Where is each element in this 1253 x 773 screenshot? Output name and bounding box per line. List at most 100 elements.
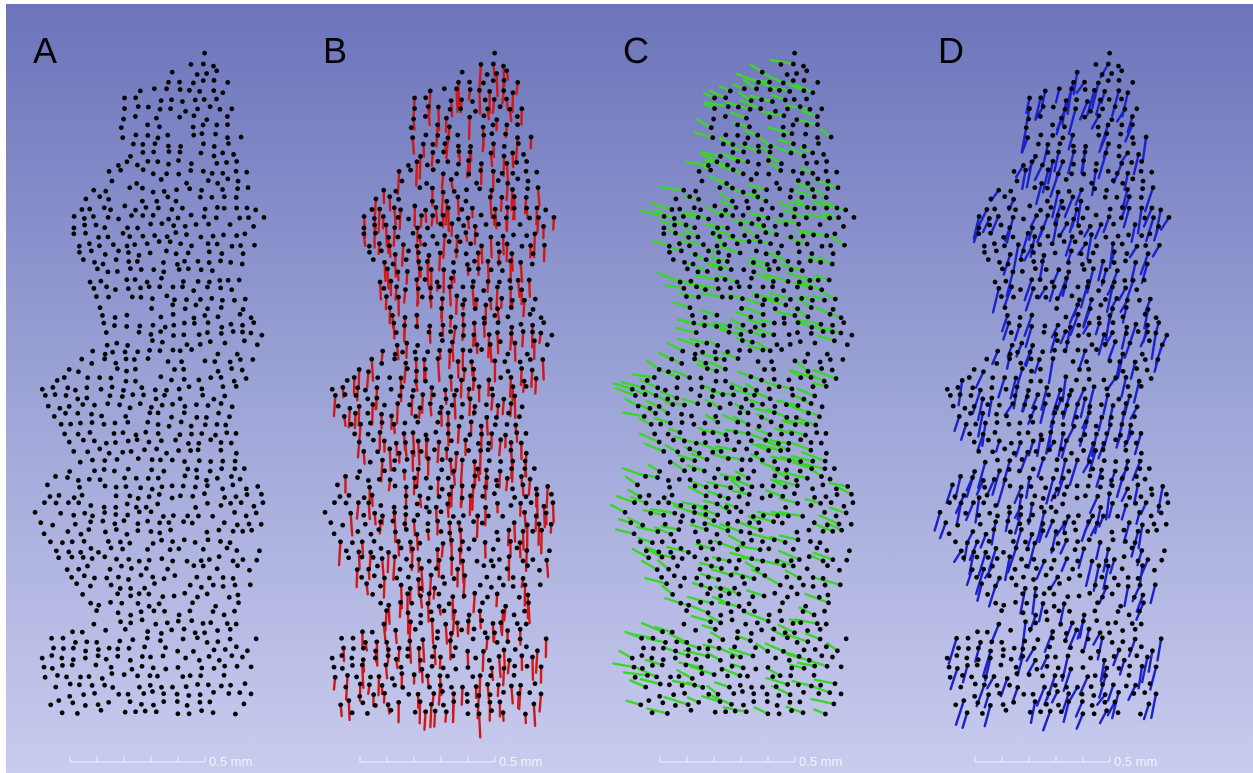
vector xyxy=(479,714,480,738)
vector xyxy=(427,261,428,285)
point xyxy=(709,564,714,569)
point xyxy=(767,267,772,272)
point xyxy=(476,441,481,446)
point xyxy=(692,554,697,559)
point xyxy=(455,133,460,138)
point xyxy=(779,62,784,67)
point xyxy=(1070,567,1075,572)
vector xyxy=(424,712,425,730)
point xyxy=(1113,469,1118,474)
point xyxy=(259,522,264,527)
point xyxy=(459,415,464,420)
point xyxy=(524,644,529,649)
point xyxy=(339,653,344,658)
point xyxy=(732,644,737,649)
point xyxy=(1063,458,1068,463)
point xyxy=(1054,529,1059,534)
point xyxy=(697,451,702,456)
point xyxy=(370,630,375,635)
point xyxy=(997,439,1002,444)
point xyxy=(181,332,186,337)
point xyxy=(479,243,484,248)
point xyxy=(1008,484,1013,489)
point xyxy=(1054,332,1059,337)
point xyxy=(397,169,402,174)
point xyxy=(1043,401,1048,406)
point xyxy=(191,81,196,86)
point xyxy=(491,141,496,146)
point xyxy=(528,312,533,317)
point xyxy=(817,414,822,419)
point xyxy=(125,513,130,518)
point xyxy=(218,259,223,264)
point xyxy=(764,251,769,256)
point xyxy=(646,555,651,560)
point xyxy=(842,504,847,509)
point xyxy=(715,159,720,164)
point xyxy=(831,251,836,256)
point xyxy=(208,459,213,464)
point xyxy=(526,593,531,598)
point xyxy=(97,446,102,451)
point xyxy=(156,410,161,415)
point xyxy=(182,410,187,415)
point xyxy=(821,576,826,581)
point xyxy=(183,109,188,114)
point xyxy=(512,495,517,500)
point xyxy=(1139,159,1144,164)
point xyxy=(377,207,382,212)
point xyxy=(139,295,144,300)
point xyxy=(741,150,746,155)
point xyxy=(71,646,76,651)
point xyxy=(958,474,963,479)
point xyxy=(999,608,1004,613)
point xyxy=(503,604,508,609)
point xyxy=(375,375,380,380)
point xyxy=(714,277,719,282)
point xyxy=(498,459,503,464)
point xyxy=(779,618,784,623)
point xyxy=(197,458,202,463)
point xyxy=(505,639,510,644)
point xyxy=(442,86,447,91)
point xyxy=(804,215,809,220)
point xyxy=(468,150,473,155)
point xyxy=(684,294,689,299)
point xyxy=(228,260,233,265)
point xyxy=(1089,297,1094,302)
point xyxy=(1112,576,1117,581)
point xyxy=(76,432,81,437)
point xyxy=(427,324,432,329)
point xyxy=(1028,627,1033,632)
point xyxy=(1092,88,1097,93)
point xyxy=(350,710,355,715)
point xyxy=(66,550,71,555)
point xyxy=(461,312,466,317)
point xyxy=(96,702,101,707)
point xyxy=(207,654,212,659)
point xyxy=(804,68,809,73)
point xyxy=(761,285,766,290)
point xyxy=(411,430,416,435)
point xyxy=(406,610,411,615)
point xyxy=(833,297,838,302)
point xyxy=(451,691,456,696)
point xyxy=(818,260,823,265)
point xyxy=(220,187,225,192)
point xyxy=(122,476,127,481)
point xyxy=(92,576,97,581)
point xyxy=(749,276,754,281)
point xyxy=(1057,581,1062,586)
point xyxy=(1076,348,1081,353)
point xyxy=(342,414,347,419)
point xyxy=(90,420,95,425)
point xyxy=(824,384,829,389)
point xyxy=(745,502,750,507)
point xyxy=(205,530,210,535)
point xyxy=(1027,518,1032,523)
point xyxy=(778,168,783,173)
point xyxy=(996,188,1001,193)
point xyxy=(247,522,252,527)
point xyxy=(532,466,537,471)
point xyxy=(219,331,224,336)
